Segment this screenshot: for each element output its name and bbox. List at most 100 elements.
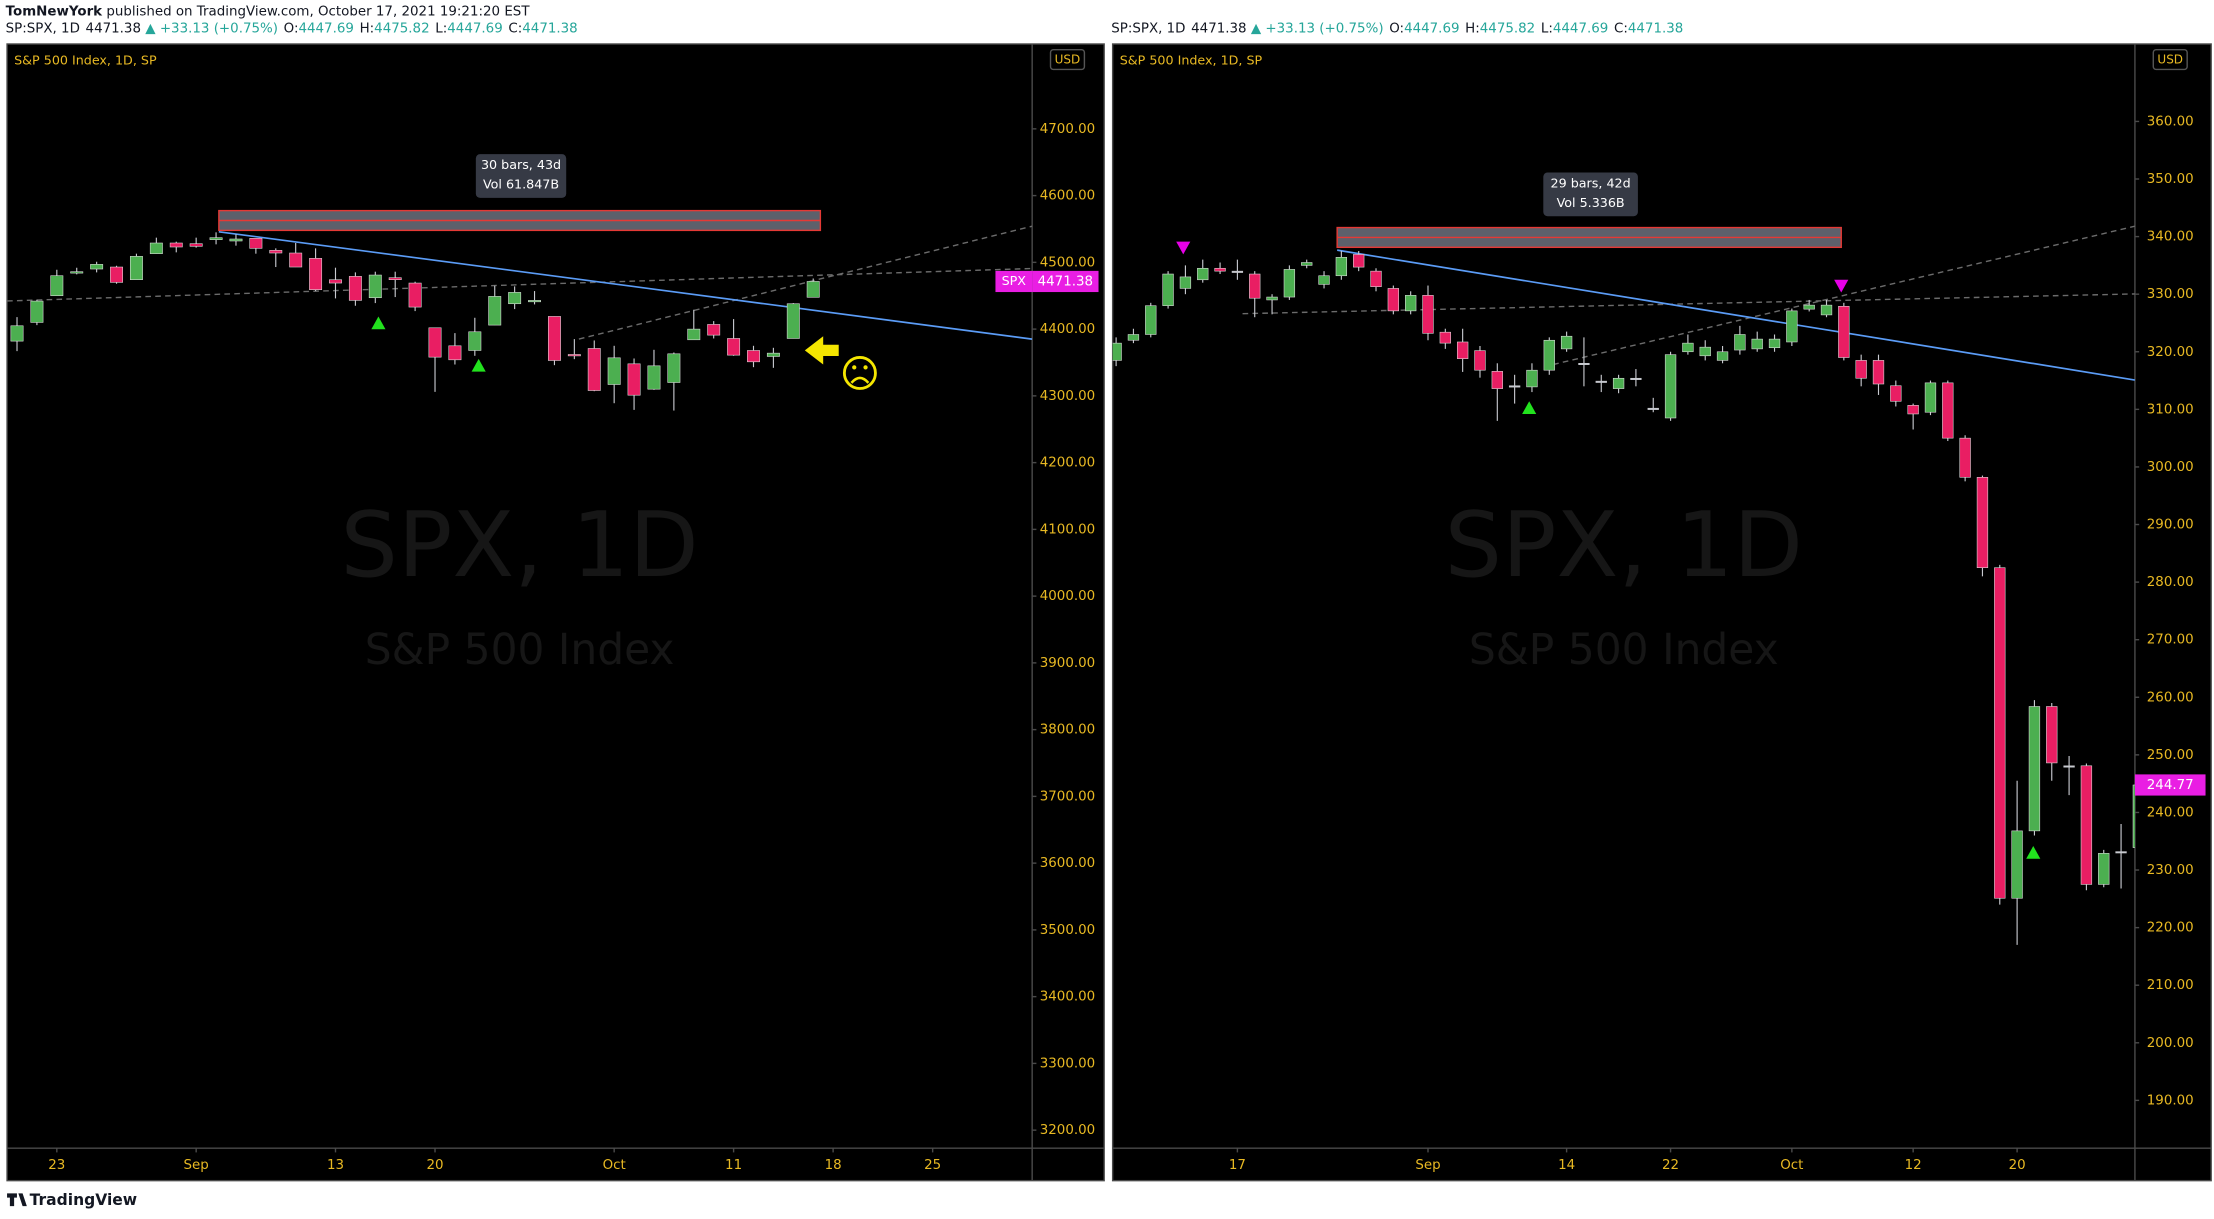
price-tick-label: 4000.00 bbox=[1040, 589, 1095, 604]
candle-body bbox=[1474, 350, 1486, 371]
candle-body bbox=[1630, 377, 1642, 380]
ohlc-value: 4447.69 bbox=[1404, 21, 1459, 36]
ohlc-value: 4471.38 bbox=[522, 21, 577, 36]
frown-face bbox=[842, 356, 877, 390]
candle-body bbox=[1578, 363, 1590, 365]
chart-pane: SP:SPX, 1D 4471.38 ▲ +33.13 (+0.75%) O:4447… bbox=[1111, 21, 2212, 1182]
watermark: SPX, 1D bbox=[1445, 493, 1803, 598]
candle-body bbox=[1508, 385, 1521, 388]
price-tick-label: 3900.00 bbox=[1040, 656, 1095, 671]
symbol-tag-box bbox=[995, 270, 1033, 293]
measure-box bbox=[1543, 172, 1638, 217]
measure-volume: Vol 5.336B bbox=[1557, 195, 1625, 210]
candle-body bbox=[129, 256, 143, 280]
price-tag-box bbox=[2134, 774, 2206, 796]
candle-body bbox=[707, 324, 721, 336]
candle-body bbox=[1976, 477, 1989, 568]
candle-body bbox=[249, 238, 263, 249]
quote-line: SP:SPX, 1D 4471.38 ▲ +33.13 (+0.75%) O:4447… bbox=[6, 21, 578, 36]
price-tick-label: 280.00 bbox=[2147, 575, 2194, 590]
ohlc-label: H: bbox=[360, 21, 375, 36]
candle-body bbox=[1422, 295, 1434, 334]
price-tick-label: 340.00 bbox=[2147, 230, 2194, 245]
price-tick-label: 4500.00 bbox=[1040, 255, 1095, 270]
candle-body bbox=[1318, 275, 1330, 285]
candle-body bbox=[647, 365, 661, 390]
time-tick-label: 11 bbox=[725, 1158, 742, 1173]
candle-body bbox=[1301, 262, 1313, 266]
last-price: 4471.38 bbox=[1191, 21, 1246, 36]
footer-logo: TradingView bbox=[7, 1191, 137, 1209]
candle-body bbox=[1335, 257, 1348, 277]
dashed-line bbox=[1553, 225, 2135, 366]
measure-bars: 30 bars, 43d bbox=[481, 157, 561, 172]
candle-body bbox=[189, 243, 203, 247]
currency-badge[interactable]: USD bbox=[1049, 48, 1086, 71]
author: TomNewYork bbox=[6, 5, 104, 20]
time-tick-label: Sep bbox=[184, 1158, 209, 1173]
candle-body bbox=[30, 300, 44, 323]
candle-body bbox=[1214, 267, 1226, 272]
ohlc-label: C: bbox=[508, 21, 522, 36]
candle-body bbox=[1197, 267, 1209, 281]
trend-line bbox=[218, 230, 1033, 340]
candle-body bbox=[587, 348, 601, 391]
ohlc-label: L: bbox=[1541, 21, 1553, 36]
candle-body bbox=[1162, 273, 1174, 306]
candle-body bbox=[468, 331, 482, 351]
measure-box bbox=[475, 154, 567, 198]
candle-body bbox=[607, 357, 621, 385]
time-tick-label: 13 bbox=[327, 1158, 344, 1173]
candle-body bbox=[329, 279, 342, 284]
time-tick-label: 23 bbox=[48, 1158, 65, 1173]
price-tick-label: 190.00 bbox=[2147, 1093, 2194, 1108]
published-note: published on TradingView.com, October 17… bbox=[106, 5, 530, 20]
candle-body bbox=[368, 274, 382, 299]
candle-body bbox=[2046, 706, 2058, 764]
candle-body bbox=[408, 282, 422, 308]
candle-body bbox=[786, 303, 800, 339]
signal-marker bbox=[1834, 279, 1849, 293]
candle-body bbox=[1560, 335, 1573, 350]
candle-body bbox=[2080, 765, 2093, 885]
price-tick-label: 3300.00 bbox=[1040, 1056, 1095, 1071]
price-tick-label: 330.00 bbox=[2147, 287, 2194, 302]
candle-body bbox=[1872, 360, 1885, 385]
candle-body bbox=[1838, 305, 1850, 358]
frown-eye bbox=[852, 365, 857, 370]
price-tag-box bbox=[1032, 270, 1099, 293]
price-tick-label: 3500.00 bbox=[1040, 923, 1095, 938]
brand: TradingView bbox=[30, 1191, 138, 1209]
candle-body bbox=[309, 258, 323, 291]
candle-body bbox=[2011, 830, 2023, 899]
candle-body bbox=[627, 363, 641, 396]
time-tick-label: Oct bbox=[1780, 1158, 1803, 1173]
candle-body bbox=[1664, 354, 1677, 419]
time-tick-label: 20 bbox=[426, 1158, 443, 1173]
frown-eye bbox=[863, 365, 868, 370]
symbol-tag: SPX bbox=[1002, 273, 1027, 288]
price-tick-label: 250.00 bbox=[2147, 748, 2194, 763]
candle-body bbox=[1456, 341, 1469, 359]
time-tick-label: 25 bbox=[924, 1158, 941, 1173]
time-tick-label: 20 bbox=[2009, 1158, 2026, 1173]
price-tick-label: 290.00 bbox=[2147, 518, 2194, 533]
plot-area bbox=[1112, 225, 2135, 945]
candle-body bbox=[1387, 288, 1399, 312]
candle-body bbox=[2028, 706, 2041, 832]
price-tick-label: 4700.00 bbox=[1040, 122, 1095, 137]
plot-area bbox=[7, 209, 1033, 411]
candle-body bbox=[1283, 269, 1296, 298]
candle-body bbox=[1249, 273, 1261, 299]
candle-body bbox=[1682, 342, 1694, 353]
candle-body bbox=[2132, 784, 2135, 848]
candle-body bbox=[567, 354, 581, 357]
symbol: SP:SPX, 1D bbox=[1111, 21, 1185, 36]
currency-box bbox=[2152, 48, 2188, 71]
candle-body bbox=[1543, 339, 1555, 371]
candle-body bbox=[1803, 304, 1815, 310]
candle-body bbox=[1716, 351, 1729, 361]
currency-badge[interactable]: USD bbox=[2152, 48, 2188, 71]
candle-body bbox=[1855, 360, 1867, 379]
change: ▲ +33.13 (+0.75%) bbox=[145, 21, 278, 36]
